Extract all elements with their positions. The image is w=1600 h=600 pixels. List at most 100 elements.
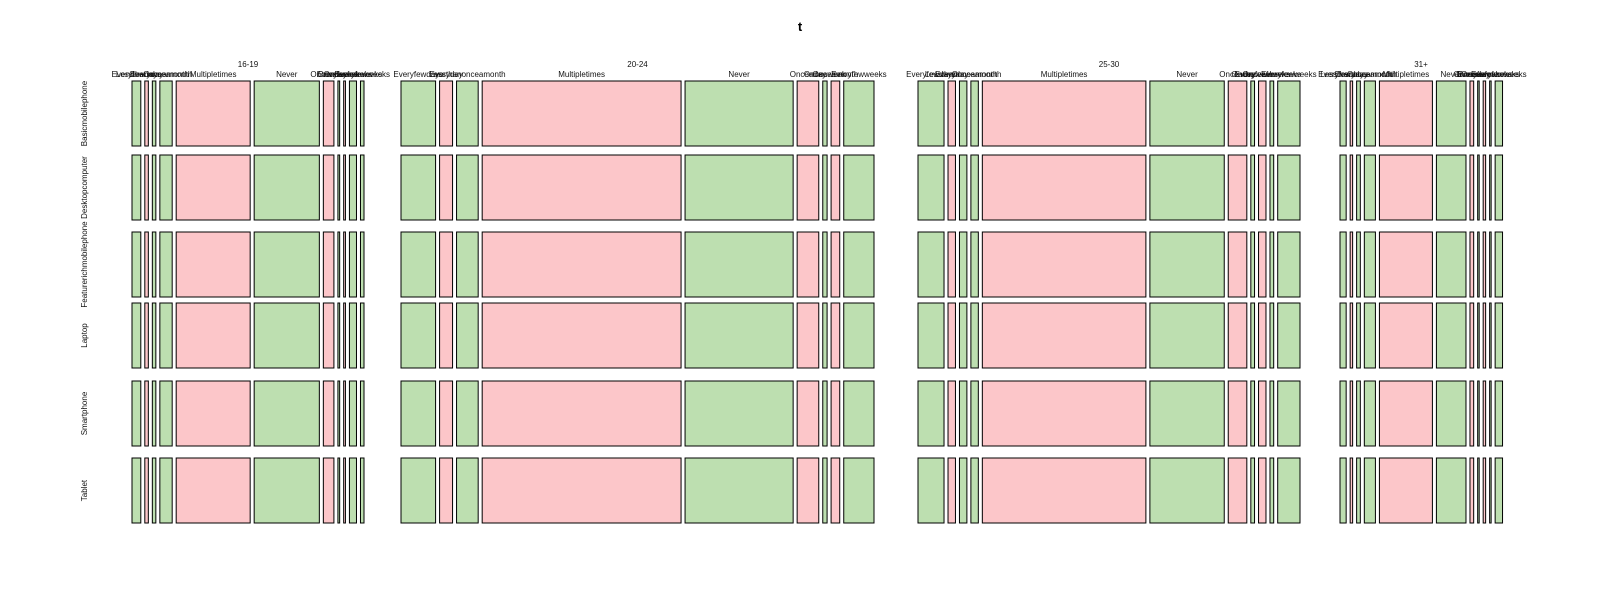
mosaic-cell [1250,457,1256,524]
mosaic-cell [830,154,841,221]
column-label: Everyday [429,70,462,79]
row-label: Basicmobilephone [80,80,89,146]
mosaic-cell [337,457,341,524]
mosaic-cell [481,80,682,147]
mosaic-cell [947,80,956,147]
column-label: Everyfewweeks [1234,70,1290,79]
mosaic-cell [1489,302,1492,369]
mosaic-cell [131,80,142,147]
mosaic-cell [1339,302,1347,369]
mosaic-cell [400,380,437,447]
column-label: Everyday [1335,70,1368,79]
mosaic-cell [253,457,320,524]
mosaic-cell [1250,154,1256,221]
mosaic-cell [439,154,454,221]
column-label: Multipletimes [1383,70,1430,79]
mosaic-cell [1149,457,1225,524]
mosaic-cell [917,154,945,221]
column-label: Multipletimes [1041,70,1088,79]
group-label: 20-24 [627,60,648,69]
mosaic-cell [981,380,1147,447]
mosaic-cell [917,457,945,524]
mosaic-cell [1349,231,1354,298]
mosaic-cell [151,231,157,298]
mosaic-cell [1477,380,1480,447]
mosaic-cell [159,154,173,221]
mosaic-cell [830,231,841,298]
mosaic-cell [981,154,1147,221]
mosaic-cell [970,231,979,298]
mosaic-cell [144,457,149,524]
mosaic-cell [1482,154,1487,221]
mosaic-cell [1482,380,1487,447]
mosaic-cell [1356,80,1361,147]
mosaic-cell [456,302,479,369]
mosaic-cell [359,231,365,298]
mosaic-cell [1339,380,1347,447]
mosaic-cell [917,80,945,147]
mosaic-cell [1494,380,1504,447]
mosaic-cell [1469,380,1475,447]
mosaic-cell [830,80,841,147]
mosaic-cell [1363,380,1376,447]
mosaic-cell [1250,302,1256,369]
column-label: Everyfewdays [393,70,443,79]
mosaic-cell [1494,154,1504,221]
mosaic-cell [822,302,828,369]
mosaic-cell [322,154,335,221]
mosaic-cell [958,457,968,524]
column-label: Everyfewweeks [334,70,390,79]
column-label: Lessthanonceamonth [1320,70,1397,79]
mosaic-cell [1469,80,1475,147]
mosaic-cell [439,380,454,447]
mosaic-cell [359,380,365,447]
mosaic-cell [1356,231,1361,298]
mosaic-cell [958,154,968,221]
column-label: Onceaweek [1232,70,1275,79]
mosaic-cell [947,457,956,524]
mosaic-cell [322,231,335,298]
mosaic-cell [1494,457,1504,524]
mosaic-cell [175,80,251,147]
column-label: Everyfewdays [906,70,956,79]
column-label: Onceafewweeks [1242,70,1301,79]
mosaic-cell [1227,302,1248,369]
mosaic-cell [359,457,365,524]
mosaic-cell [131,231,142,298]
mosaic-cell [1489,457,1492,524]
mosaic-cell [144,380,149,447]
mosaic-cell [981,302,1147,369]
column-label: Lessthanonceamonth [925,70,1002,79]
mosaic-cell [456,457,479,524]
mosaic-cell [684,380,794,447]
mosaic-cell [348,154,357,221]
mosaic-cell [1489,231,1492,298]
mosaic-cell [1378,457,1433,524]
mosaic-cell [947,302,956,369]
column-label: Never [728,70,750,79]
column-label: Onceamonth [1347,70,1393,79]
mosaic-cell [1349,380,1354,447]
mosaic-cell [1339,231,1347,298]
column-label: Everyfewweeks [1261,70,1317,79]
mosaic-cell [970,302,979,369]
mosaic-cell [1269,231,1275,298]
column-label: Onceafewweeks [1461,70,1520,79]
mosaic-cell [481,457,682,524]
mosaic-cell [481,231,682,298]
mosaic-cell [1349,154,1354,221]
row-label: Laptop [80,323,89,348]
mosaic-cell [359,302,365,369]
mosaic-cell [1363,80,1376,147]
mosaic-cell [1469,302,1475,369]
mosaic-cell [1277,380,1301,447]
mosaic-cell [1378,380,1433,447]
mosaic-cell [1435,231,1467,298]
mosaic-cell [1494,231,1504,298]
mosaic-cell [1250,231,1256,298]
mosaic-cell [1277,457,1301,524]
mosaic-cell [796,302,820,369]
mosaic-cell [822,380,828,447]
mosaic-cell [1349,457,1354,524]
column-label: Everyfewdays [112,70,162,79]
